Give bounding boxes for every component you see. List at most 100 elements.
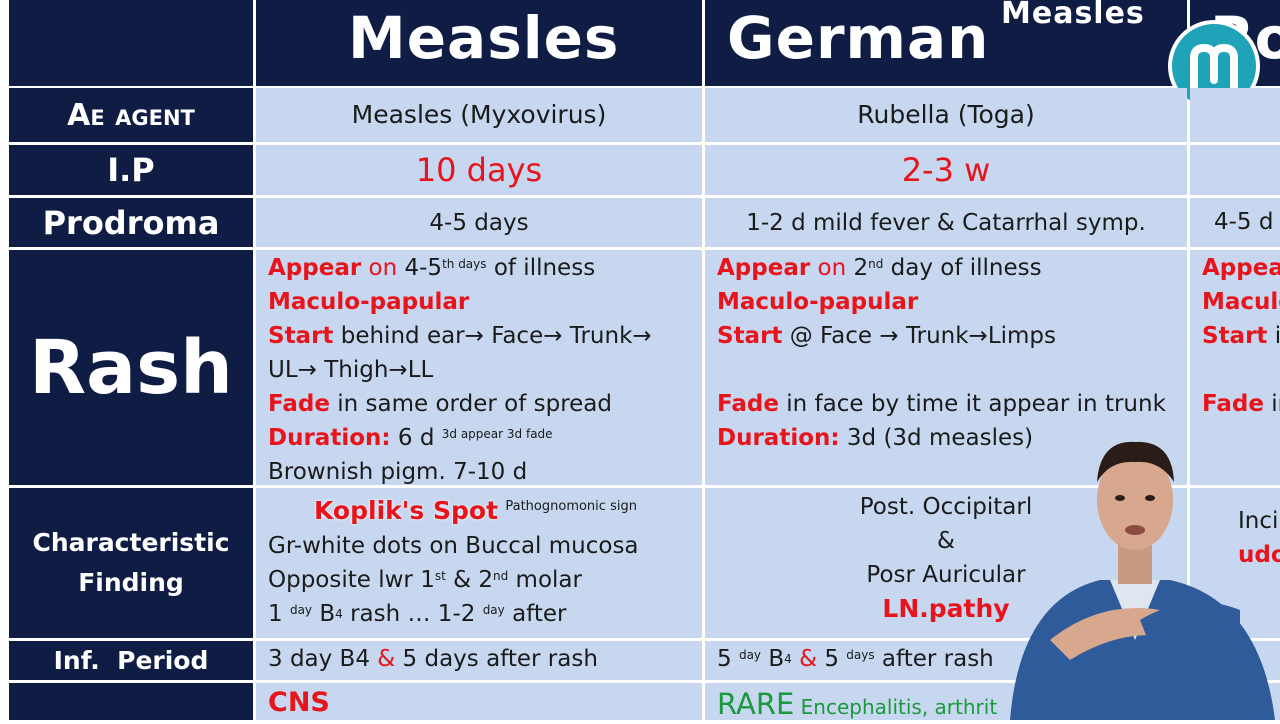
column-header-measles: Measles: [256, 0, 702, 86]
german-rash-appear: Appear on 2nd day of illness: [717, 251, 1187, 285]
german-appear-keyword: Appear: [717, 255, 811, 281]
german-inf-c: 5: [817, 646, 847, 672]
measles-appear-value: 4-5: [397, 255, 443, 281]
measles-complication-cell: CNS: [256, 683, 702, 720]
measles-finding-line3: 1 day B4 rash … 1-2 day after: [268, 597, 702, 631]
measles-appear-rest: of illness: [486, 255, 596, 281]
measles-finding-line2-c: molar: [508, 567, 582, 593]
measles-complication: CNS: [268, 687, 330, 718]
german-duration-value: 3d (3d measles): [839, 425, 1034, 451]
measles-inf-b: 5 days after rash: [395, 646, 598, 672]
german-inf-b: B: [761, 646, 785, 672]
measles-inf-a: 3 day B4: [268, 646, 378, 672]
measles-finding-line3-b: B: [312, 601, 336, 627]
column-header-german: German Measles: [705, 0, 1187, 86]
measles-finding-line1: Gr-white dots on Buccal mucosa: [268, 533, 639, 559]
measles-finding-line3-sup2: day: [482, 603, 505, 617]
measles-on-keyword: on: [368, 255, 398, 281]
measles-rash-fade: Fade in same order of spread: [268, 387, 702, 421]
measles-rash-pigm: Brownish pigm. 7-10 d: [268, 459, 528, 485]
measles-start-value: behind ear→ Face→ Trunk→: [333, 323, 652, 349]
german-prodroma: 1-2 d mild fever & Catarrhal symp.: [746, 209, 1146, 236]
third-fade: Fade in: [1202, 387, 1280, 421]
row-label-prodroma: Prodroma: [9, 198, 253, 247]
third-start-keyword: Start: [1202, 323, 1268, 349]
measles-appear-sup: th days: [442, 257, 487, 271]
measles-finding-line3-sup1: day: [289, 603, 313, 617]
third-inci: Inci: [1238, 508, 1279, 534]
german-inf-sup2: days: [846, 648, 875, 662]
measles-agent: Measles (Myxovirus): [351, 100, 607, 129]
german-finding-line4: LN.pathy: [882, 594, 1010, 623]
row-label-agent-text: Ae agent: [67, 97, 195, 133]
measles-rash-duration: Duration: 6 d 3d appear 3d fade: [268, 421, 702, 455]
german-rash-cell: Appear on 2nd day of illness Maculo-papu…: [705, 250, 1187, 485]
measles-agent-cell: Measles (Myxovirus): [256, 88, 702, 142]
measles-finding-line2-sup2: nd: [493, 569, 509, 583]
german-fade-keyword: Fade: [717, 391, 779, 417]
third-prodroma-cell: 4-5 d: [1190, 198, 1280, 247]
row-label-agent: Ae agent: [9, 88, 253, 142]
german-appear-rest: day of illness: [883, 255, 1042, 281]
german-inf-a: 5: [717, 646, 739, 672]
measles-koplik: Koplik's Spot Pathognomonic sign: [268, 494, 702, 529]
third-agent-cell: [1190, 88, 1280, 142]
german-duration-keyword: Duration:: [717, 425, 840, 451]
german-appear-value: 2: [846, 255, 869, 281]
german-agent-cell: Rubella (Toga): [705, 88, 1187, 142]
german-ip: 2-3 w: [901, 151, 991, 189]
german-rash-start: Start @ Face → Trunk→Limps: [717, 319, 1187, 353]
german-ip-cell: 2-3 w: [705, 145, 1187, 195]
measles-finding-line2-a: Opposite lwr 1: [268, 567, 435, 593]
german-inf-sup1: day: [738, 648, 762, 662]
row-label-finding-text-2: Finding: [78, 568, 184, 597]
measles-prodroma-cell: 4-5 days: [256, 198, 702, 247]
measles-finding-line3-a: 1: [268, 601, 290, 627]
measles-fade-value: in same order of spread: [329, 391, 612, 417]
measles-rash-appear: Appear on 4-5th days of illness: [268, 251, 702, 285]
german-inf-amp: &: [791, 646, 818, 672]
german-rash-type: Maculo-papular: [717, 289, 919, 315]
column-title-german-suffix: Measles: [1001, 0, 1145, 31]
german-start-value: @ Face → Trunk→Limps: [782, 323, 1057, 349]
row-label-finding: Characteristic Finding: [9, 488, 253, 638]
measles-finding-line2-b: & 2: [445, 567, 494, 593]
measles-prodroma: 4-5 days: [429, 209, 529, 236]
row-label-finding-text-1: Characteristic: [32, 528, 230, 557]
third-ip-cell: [1190, 145, 1280, 195]
measles-appear-keyword: Appear: [268, 255, 362, 281]
column-title-measles: Measles: [348, 4, 620, 72]
german-appear-sup: nd: [868, 257, 884, 271]
german-inf-d: after rash: [874, 646, 994, 672]
measles-rash-type: Maculo-papular: [268, 289, 470, 315]
german-finding-line2: &: [937, 528, 955, 554]
third-rash-spacer: [1202, 353, 1280, 387]
german-finding-line1: Post. Occipitarl: [859, 494, 1033, 520]
row-label-prodroma-text: Prodroma: [42, 203, 220, 242]
third-fade-keyword: Fade: [1202, 391, 1264, 417]
measles-ip-cell: 10 days: [256, 145, 702, 195]
measles-start-value-2: UL→ Thigh→LL: [268, 357, 434, 383]
third-rash-cell: Appear Maculo Start in Fade in: [1190, 250, 1280, 485]
measles-inf-cell: 3 day B4 & 5 days after rash: [256, 641, 702, 680]
measles-finding-line3-d: after: [504, 601, 567, 627]
third-maculo-keyword: Maculo: [1202, 289, 1280, 315]
third-prodroma: 4-5 d: [1214, 209, 1274, 235]
measles-finding-line2-sup1: st: [434, 569, 446, 583]
german-complication-b: Encephalitis, arthrit: [794, 695, 998, 719]
row-label-inf: Inf. Period: [9, 641, 253, 680]
measles-finding-cell: Koplik's Spot Pathognomonic sign Gr-whit…: [256, 488, 702, 638]
row-label-complication: [9, 683, 253, 720]
third-start: Start in: [1202, 319, 1280, 353]
third-udo: udo: [1238, 542, 1280, 568]
measles-finding-line3-sub: 4: [335, 607, 343, 621]
german-complication-a: RARE: [717, 687, 795, 720]
column-title-german: German: [727, 4, 990, 72]
measles-koplik-sup: Pathognomonic sign: [505, 499, 637, 514]
measles-koplik-spot: Koplik's Spot: [314, 496, 499, 525]
measles-duration-value: 6 d: [390, 425, 442, 451]
measles-fade-keyword: Fade: [268, 391, 330, 417]
corner-header-cell: [9, 0, 253, 86]
presenter-figure: [990, 420, 1280, 720]
third-fade-rest: in: [1271, 391, 1280, 417]
